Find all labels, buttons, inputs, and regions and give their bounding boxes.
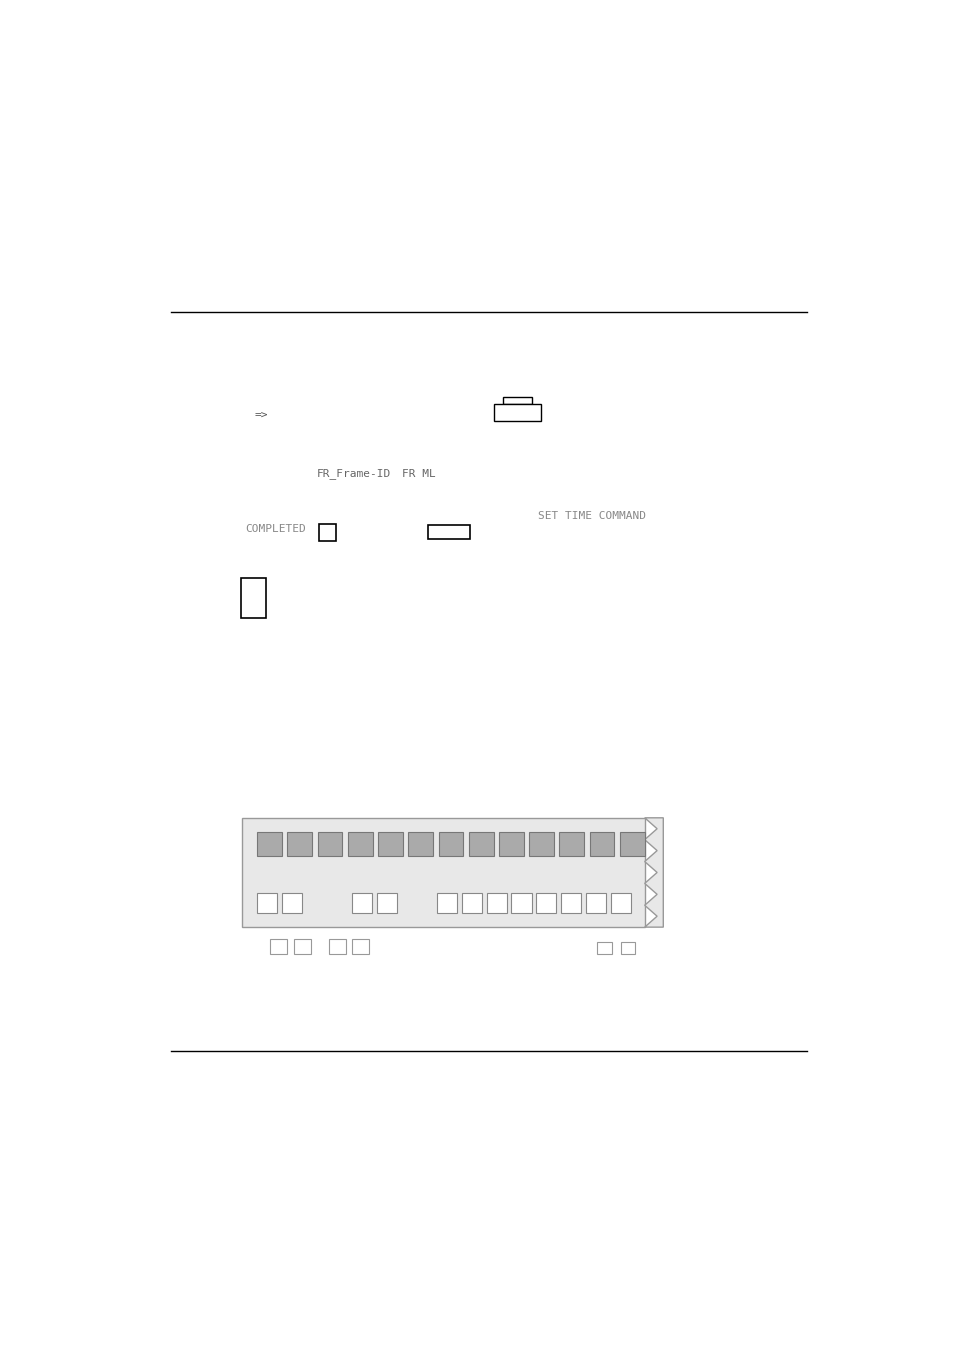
Text: =>: =>: [254, 411, 268, 421]
Bar: [620, 942, 635, 954]
Bar: [610, 894, 630, 914]
Bar: [377, 832, 402, 856]
Bar: [468, 832, 493, 856]
Bar: [294, 940, 311, 954]
Bar: [317, 832, 342, 856]
Bar: [511, 894, 531, 914]
Bar: [352, 940, 369, 954]
Bar: [502, 396, 532, 404]
Bar: [352, 894, 372, 914]
Bar: [486, 894, 506, 914]
Bar: [328, 940, 345, 954]
Bar: [560, 894, 580, 914]
Bar: [376, 894, 396, 914]
Bar: [536, 894, 556, 914]
Bar: [619, 832, 644, 856]
Bar: [282, 894, 302, 914]
Bar: [257, 894, 277, 914]
Bar: [241, 818, 644, 927]
Bar: [408, 832, 433, 856]
Text: FR ML: FR ML: [402, 469, 436, 479]
Bar: [436, 894, 456, 914]
Bar: [529, 832, 554, 856]
Bar: [558, 832, 583, 856]
Bar: [257, 832, 282, 856]
Bar: [494, 404, 540, 421]
Bar: [498, 832, 523, 856]
Bar: [589, 832, 614, 856]
Text: SET TIME COMMAND: SET TIME COMMAND: [537, 511, 645, 520]
Bar: [348, 832, 373, 856]
Bar: [461, 894, 481, 914]
Bar: [241, 577, 266, 617]
Bar: [438, 832, 463, 856]
Polygon shape: [644, 818, 662, 927]
Text: COMPLETED: COMPLETED: [245, 524, 306, 534]
Bar: [427, 526, 470, 539]
Bar: [287, 832, 312, 856]
Bar: [319, 523, 335, 541]
Bar: [597, 942, 611, 954]
Text: FR_Frame-ID: FR_Frame-ID: [316, 468, 391, 479]
Bar: [585, 894, 605, 914]
Bar: [270, 940, 287, 954]
